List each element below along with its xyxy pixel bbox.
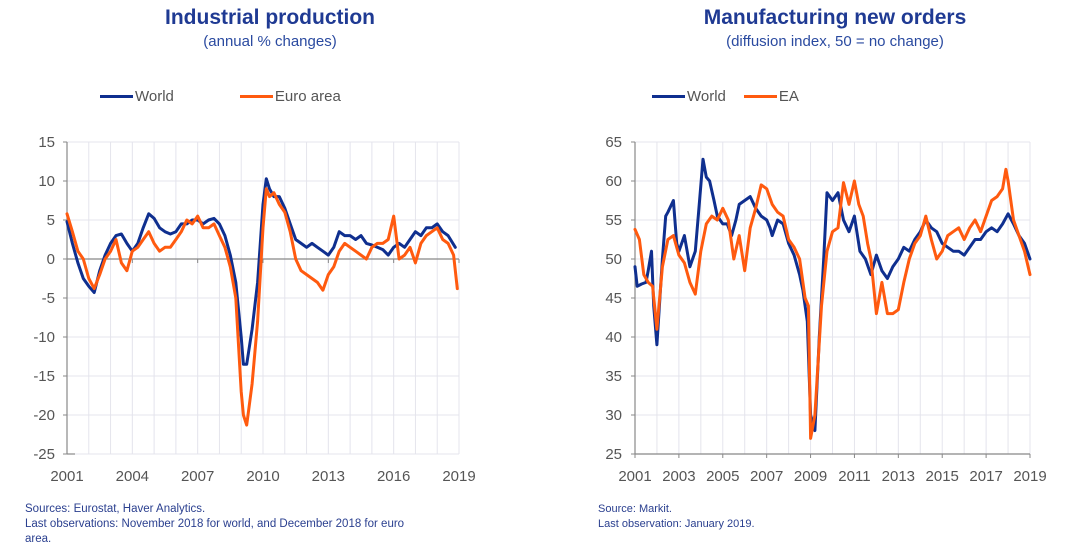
chart-subtitle: (annual % changes)	[203, 33, 337, 50]
y-tick-label: 55	[605, 212, 622, 229]
last-observation-note: Last observations: November 2018 for wor…	[25, 517, 495, 547]
legend-swatch-world	[652, 95, 685, 98]
y-tick-label: -15	[33, 368, 55, 385]
y-tick-label: -5	[42, 290, 55, 307]
industrial-production-panel: Industrial production (annual % changes)…	[25, 6, 495, 547]
x-tick-label: 2003	[662, 468, 695, 485]
y-tick-label: 5	[47, 212, 55, 229]
y-tick-label: 35	[605, 368, 622, 385]
last-observation-text: Last observations: November 2018 for wor…	[25, 518, 405, 530]
legend: World EA	[652, 88, 829, 105]
legend-swatch-euro-area	[239, 95, 273, 98]
chart-notes: Source: Markit. Last observation: Januar…	[598, 502, 1038, 532]
chart-title: Manufacturing new orders	[703, 6, 967, 29]
legend-label: Euro area	[274, 88, 341, 105]
x-tick-label: 2015	[926, 468, 959, 485]
legend: World Euro area	[100, 88, 371, 105]
x-tick-label: 2011	[838, 468, 870, 485]
legend-swatch-ea	[743, 95, 777, 98]
legend-item-ea: EA	[743, 88, 799, 105]
legend-label: EA	[778, 88, 799, 105]
y-tick-label: 45	[605, 290, 622, 307]
last-observation-text-cont: area.	[25, 533, 52, 545]
x-tick-label: 2007	[750, 468, 783, 485]
x-tick-label: 2019	[442, 468, 475, 485]
y-tick-label: 60	[605, 173, 622, 190]
x-tick-label: 2001	[618, 468, 651, 485]
source-note: Source: Markit.	[598, 503, 672, 515]
x-tick-label: 2001	[50, 468, 83, 485]
x-tick-label: 2005	[706, 468, 739, 485]
legend-item-world: World	[100, 88, 174, 105]
legend-label: World	[135, 88, 174, 105]
y-tick-label: 15	[38, 134, 55, 151]
manufacturing-new-orders-panel: Manufacturing new orders (diffusion inde…	[540, 0, 1080, 559]
y-tick-label: 50	[605, 251, 622, 268]
x-tick-label: 2017	[969, 468, 1002, 485]
y-tick-label: 65	[605, 134, 622, 151]
x-tick-label: 2009	[794, 468, 827, 485]
legend-item-world: World	[652, 88, 726, 105]
series-line-ea	[633, 167, 1032, 440]
chart-notes: Sources: Eurostat, Haver Analytics. Last…	[25, 502, 495, 547]
chart-title: Industrial production	[165, 6, 375, 29]
x-tick-label: 2013	[882, 468, 915, 485]
y-tick-label: -25	[33, 446, 55, 463]
last-observation-note: Last observation: January 2019.	[598, 518, 755, 530]
x-tick-label: 2010	[246, 468, 279, 485]
x-tick-label: 2019	[1013, 468, 1046, 485]
y-tick-label: 30	[605, 407, 622, 424]
source-note: Sources: Eurostat, Haver Analytics.	[25, 503, 206, 515]
legend-item-euro-area: Euro area	[239, 88, 341, 105]
series-line-euro-area	[65, 187, 459, 427]
y-tick-label: 10	[38, 173, 55, 190]
legend-swatch-world	[100, 95, 133, 98]
x-tick-label: 2004	[116, 468, 149, 485]
legend-label: World	[687, 88, 726, 105]
x-tick-label: 2016	[377, 468, 410, 485]
x-tick-label: 2007	[181, 468, 214, 485]
y-tick-label: -10	[33, 329, 55, 346]
y-tick-label: 40	[605, 329, 622, 346]
x-tick-label: 2013	[312, 468, 345, 485]
y-tick-label: -20	[33, 407, 55, 424]
chart-subtitle: (diffusion index, 50 = no change)	[726, 33, 944, 50]
y-tick-label: 25	[605, 446, 622, 463]
y-tick-label: 0	[47, 251, 55, 268]
